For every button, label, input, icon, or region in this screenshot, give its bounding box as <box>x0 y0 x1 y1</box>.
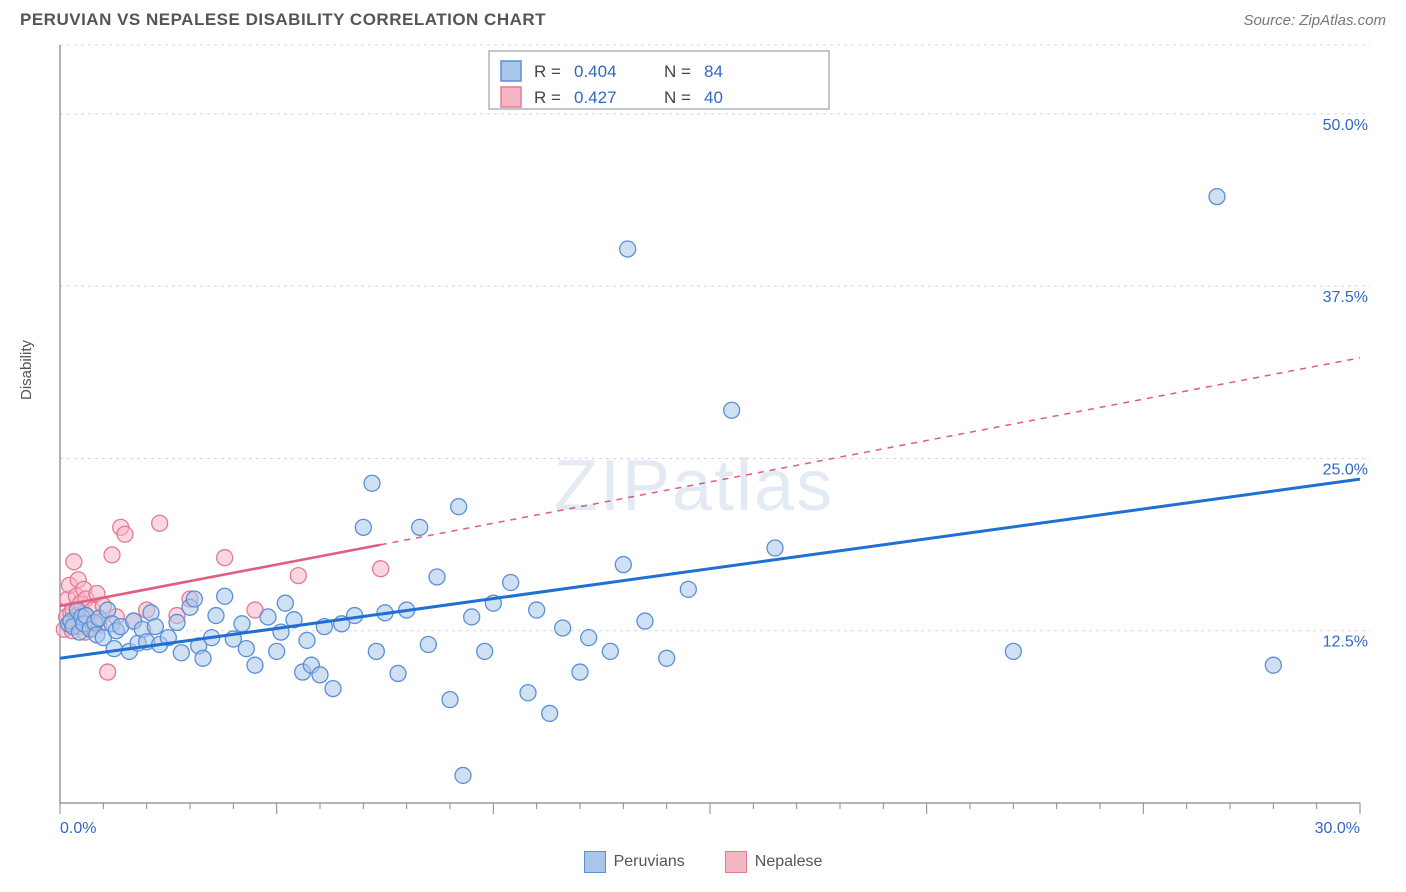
legend-label: Nepalese <box>755 853 823 871</box>
svg-text:50.0%: 50.0% <box>1323 117 1368 134</box>
chart-header: PERUVIAN VS NEPALESE DISABILITY CORRELAT… <box>0 0 1406 35</box>
svg-text:40: 40 <box>704 88 723 107</box>
legend-label: Peruvians <box>614 853 685 871</box>
svg-text:N =: N = <box>664 88 691 107</box>
svg-text:25.0%: 25.0% <box>1323 461 1368 478</box>
svg-text:R =: R = <box>534 88 561 107</box>
legend-swatch <box>584 851 606 873</box>
source-attribution: Source: ZipAtlas.com <box>1243 12 1386 29</box>
svg-text:30.0%: 30.0% <box>1315 820 1360 837</box>
svg-text:37.5%: 37.5% <box>1323 289 1368 306</box>
svg-text:12.5%: 12.5% <box>1323 634 1368 651</box>
y-axis-label: Disability <box>18 340 35 400</box>
legend-swatch <box>725 851 747 873</box>
chart-container: Disability 12.5%25.0%37.5%50.0%0.0%30.0%… <box>40 35 1386 845</box>
svg-text:N =: N = <box>664 62 691 81</box>
svg-text:0.0%: 0.0% <box>60 820 96 837</box>
legend-item: Nepalese <box>725 851 823 873</box>
correlation-scatter-chart: 12.5% 25.0% 37.5% 50.0% 0.0% 30.0% R = 0.404 N =… <box>40 35 1386 845</box>
svg-text:84: 84 <box>704 62 723 81</box>
svg-text:R =: R = <box>534 62 561 81</box>
svg-text:0.404: 0.404 <box>574 62 617 81</box>
legend-item: Peruvians <box>584 851 685 873</box>
legend: Peruvians Nepalese <box>0 851 1406 873</box>
svg-text:0.427: 0.427 <box>574 88 617 107</box>
chart-title: PERUVIAN VS NEPALESE DISABILITY CORRELAT… <box>20 10 546 30</box>
